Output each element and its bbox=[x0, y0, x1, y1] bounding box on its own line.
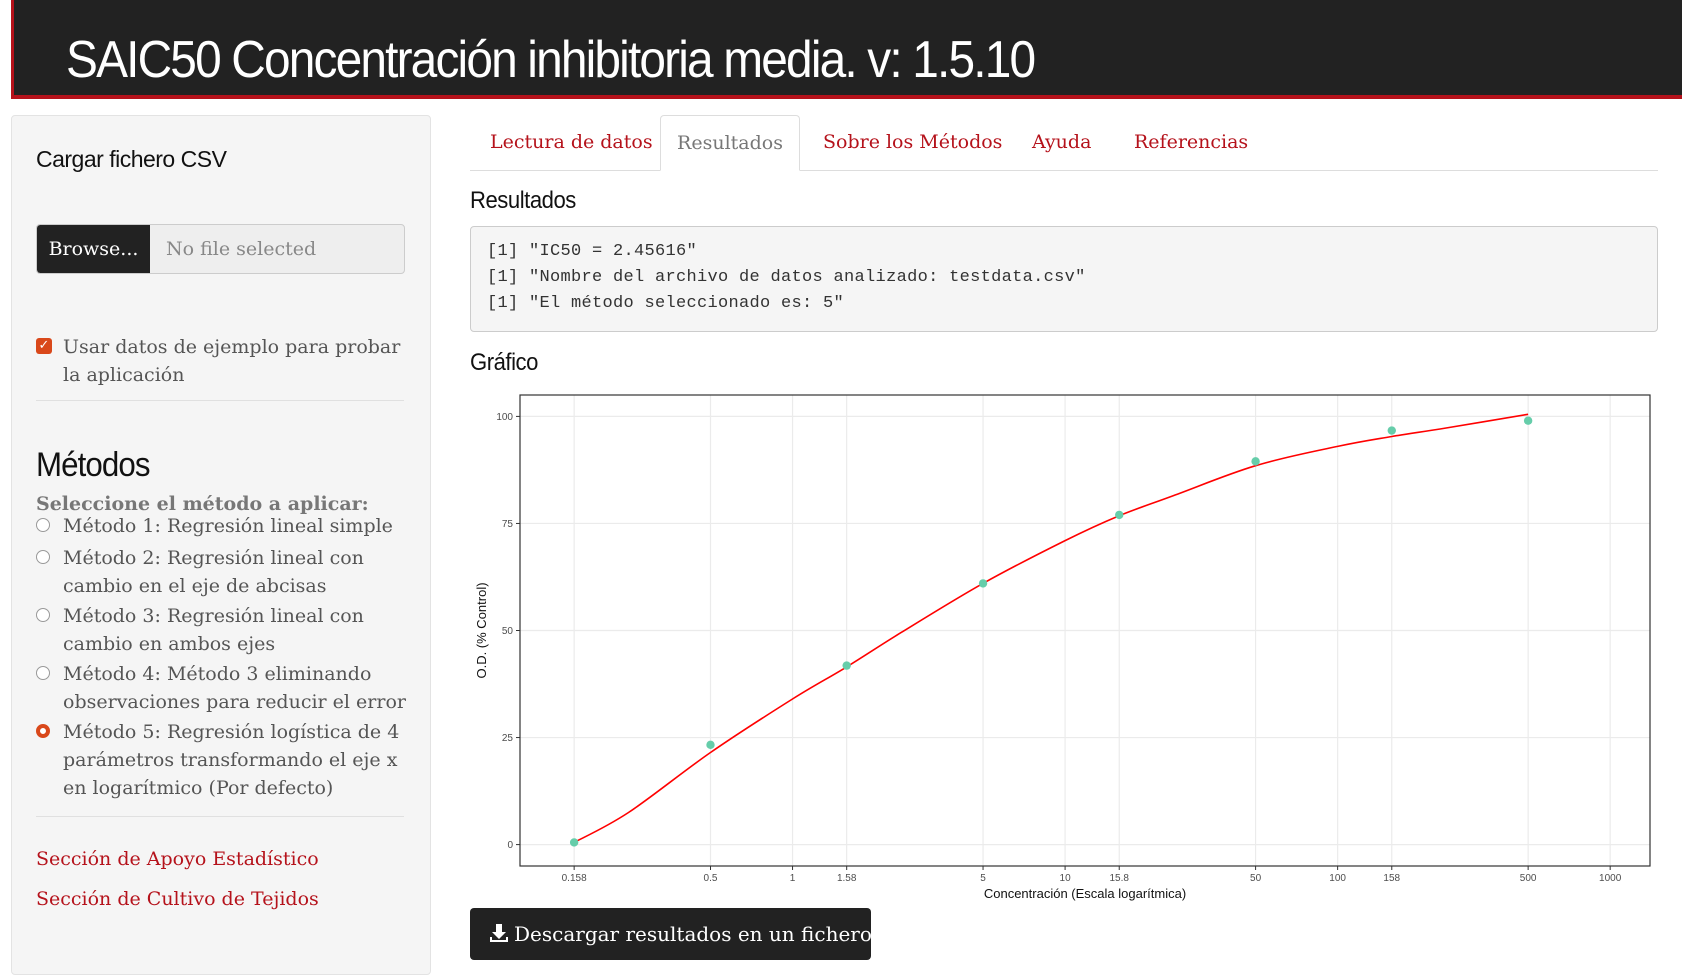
example-data-label: Usar datos de ejemplo para probar la apl… bbox=[63, 336, 401, 386]
link-apoyo-estadistico[interactable]: Sección de Apoyo Estadístico bbox=[36, 848, 319, 870]
file-name-display: No file selected bbox=[166, 238, 317, 260]
method-label: Método 1: Regresión lineal simple bbox=[63, 515, 393, 537]
x-tick-label: 1 bbox=[790, 873, 796, 884]
radio-selected-icon[interactable] bbox=[36, 724, 50, 738]
method-label: Método 3: Regresión lineal con cambio en… bbox=[63, 605, 364, 655]
divider bbox=[36, 816, 404, 817]
browse-button[interactable]: Browse... bbox=[37, 225, 150, 273]
tab-resultados[interactable]: Resultados bbox=[660, 115, 800, 171]
x-tick-label: 0.5 bbox=[704, 873, 718, 884]
results-heading: Resultados bbox=[470, 187, 576, 214]
tab-ayuda[interactable]: Ayuda bbox=[1032, 131, 1092, 153]
method-label: Método 2: Regresión lineal con cambio en… bbox=[63, 547, 364, 597]
upload-title: Cargar fichero CSV bbox=[36, 146, 227, 172]
y-tick-label: 50 bbox=[502, 626, 514, 637]
app-title: SAIC50 Concentración inhibitoria media. … bbox=[66, 31, 1036, 89]
results-line: [1] "El método seleccionado es: 5" bbox=[487, 294, 845, 313]
x-tick-label: 15.8 bbox=[1109, 873, 1129, 884]
results-line: [1] "IC50 = 2.45616" bbox=[487, 242, 698, 261]
x-tick-label: 158 bbox=[1383, 873, 1400, 884]
x-axis-label: Concentración (Escala logarítmica) bbox=[984, 886, 1186, 901]
radio-icon[interactable] bbox=[36, 518, 50, 532]
download-label: Descargar resultados en un fichero zip bbox=[514, 922, 908, 946]
y-tick-label: 25 bbox=[502, 733, 514, 744]
data-point bbox=[1115, 510, 1124, 520]
y-tick-label: 75 bbox=[502, 519, 514, 530]
x-tick-label: 50 bbox=[1250, 873, 1262, 884]
methods-title: Métodos bbox=[36, 446, 150, 484]
link-cultivo-tejidos[interactable]: Sección de Cultivo de Tejidos bbox=[36, 888, 319, 910]
tab-bar: Lectura de datos Resultados Sobre los Mé… bbox=[470, 115, 1658, 171]
data-point bbox=[1387, 426, 1396, 435]
radio-icon[interactable] bbox=[36, 550, 50, 564]
ic50-chart: 0 25 50 75 100 0.158 0.5 1 1.58 5 10 15.8 50 100 158 50… bbox=[474, 394, 1651, 901]
y-axis-label: O.D. (% Control) bbox=[474, 582, 489, 678]
data-point bbox=[1523, 416, 1533, 425]
y-tick-label: 100 bbox=[496, 412, 513, 423]
ic50-plot: 0 25 50 75 100 0.158 0.5 1 1.58 5 10 15.8 50 100 158 50… bbox=[470, 385, 1670, 905]
x-tick-label: 0.158 bbox=[562, 873, 587, 884]
x-tick-label: 1.58 bbox=[837, 873, 857, 884]
x-tick-label: 1000 bbox=[1599, 873, 1622, 884]
method-label: Método 4: Método 3 eliminando observacio… bbox=[63, 663, 406, 713]
plot-heading: Gráfico bbox=[470, 349, 538, 376]
divider bbox=[36, 400, 404, 401]
checkbox-checked-icon[interactable]: ✓ bbox=[36, 338, 52, 354]
download-zip-button[interactable]: Descargar resultados en un fichero zip bbox=[470, 908, 908, 960]
radio-icon[interactable] bbox=[36, 608, 50, 622]
download-icon bbox=[490, 924, 508, 942]
data-point bbox=[1251, 457, 1260, 466]
tab-lectura-datos[interactable]: Lectura de datos bbox=[490, 131, 653, 153]
method-label: Método 5: Regresión logística de 4 parám… bbox=[63, 721, 400, 799]
x-tick-label: 10 bbox=[1060, 873, 1072, 884]
tab-referencias[interactable]: Referencias bbox=[1134, 131, 1249, 153]
tab-sobre-metodos[interactable]: Sobre los Métodos bbox=[823, 131, 1003, 153]
data-point bbox=[706, 740, 715, 750]
x-tick-label: 500 bbox=[1520, 873, 1537, 884]
radio-icon[interactable] bbox=[36, 666, 50, 680]
fit-curve bbox=[573, 413, 1529, 844]
results-line: [1] "Nombre del archivo de datos analiza… bbox=[487, 268, 1086, 287]
data-point bbox=[842, 661, 851, 670]
file-upload[interactable]: Browse... No file selected bbox=[36, 224, 405, 274]
results-output: [1] "IC50 = 2.45616" [1] "Nombre del arc… bbox=[470, 226, 1658, 332]
data-point bbox=[978, 579, 988, 588]
methods-prompt: Seleccione el método a aplicar: bbox=[36, 493, 369, 515]
y-tick-label: 0 bbox=[507, 840, 513, 851]
x-tick-label: 100 bbox=[1329, 873, 1346, 884]
x-tick-label: 5 bbox=[980, 873, 986, 884]
sidebar: Cargar fichero CSV Browse... No file sel… bbox=[11, 115, 431, 975]
navbar: SAIC50 Concentración inhibitoria media. … bbox=[11, 0, 1682, 99]
data-point bbox=[569, 838, 579, 847]
